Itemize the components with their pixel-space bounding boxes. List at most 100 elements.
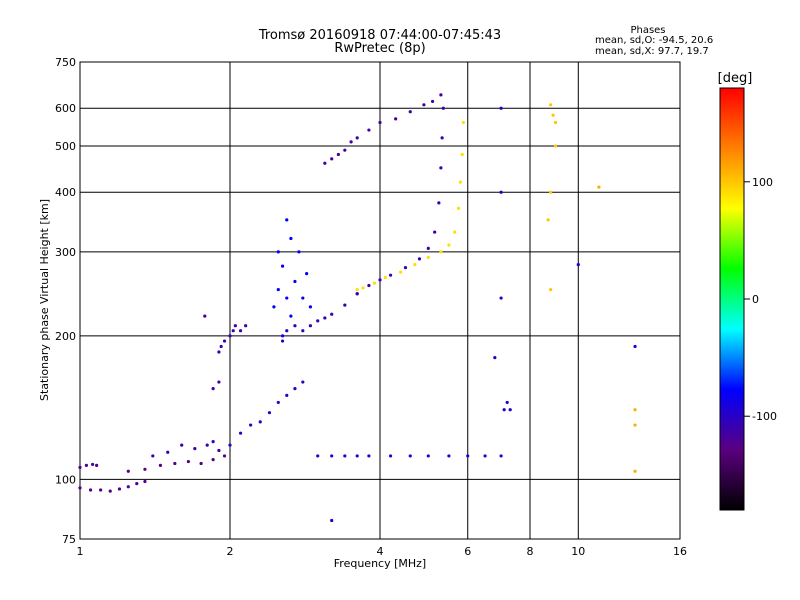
echo-point [417,257,422,261]
echo-point [297,250,301,254]
echo-point [193,447,197,451]
echo-point [186,459,190,464]
y-tick-label: 500 [55,140,76,153]
echo-point [280,339,285,343]
data-points [78,93,637,523]
echo-point [289,236,293,241]
echo-point [426,454,430,458]
echo-point [439,93,443,97]
echo-point [330,518,334,523]
echo-point [95,463,99,467]
echo-point [205,443,209,447]
echo-point [330,157,334,161]
echo-point [349,140,353,144]
echo-point [117,487,122,491]
echo-point [276,287,280,292]
phase-stats-x: mean, sd,X: 97.7, 19.7 [595,46,709,57]
echo-point [228,334,232,338]
echo-point [78,486,82,490]
y-tick-label: 300 [55,246,76,259]
echo-point [355,136,359,140]
echo-point [219,344,223,349]
echo-point [426,246,430,250]
x-tick-label: 16 [673,545,687,558]
echo-point [549,190,553,194]
echo-point [126,469,130,473]
echo-point [408,454,412,458]
echo-point [361,286,365,290]
chart-subtitle: RwPretec (8p) [334,41,425,56]
echo-point [408,110,412,114]
echo-point [258,420,262,424]
echo-point [505,400,509,405]
echo-point [231,329,235,333]
echo-point [84,463,88,467]
echo-point [211,458,215,462]
echo-point [301,380,305,384]
echo-point [199,461,203,466]
echo-point [355,292,359,296]
echo-point [466,454,470,458]
echo-point [439,250,443,254]
echo-point [508,408,512,412]
echo-point [108,489,112,493]
echo-point [388,273,393,277]
echo-point [437,201,441,205]
echo-point [367,454,371,458]
echo-point [493,356,497,360]
colorbar: [deg] 100 0 -100 [718,71,777,511]
echo-point [211,440,215,444]
echo-point [343,148,347,152]
echo-point [458,180,463,184]
echo-point [99,488,103,492]
echo-point [633,423,637,427]
echo-point [447,243,451,247]
echo-point [499,296,503,300]
echo-point [285,296,289,300]
echo-point [330,454,334,458]
echo-point [285,329,289,333]
echo-point [549,287,553,292]
echo-point [78,465,82,469]
echo-point [180,443,184,447]
echo-point [330,312,334,316]
echo-point [289,314,293,318]
echo-point [383,275,387,280]
echo-point [422,103,426,107]
phase-stats-o: mean, sd,O: -94.5, 20.6 [595,35,713,46]
echo-point [502,408,506,412]
plot-area: 1 2 4 6 8 10 16 75 100 200 300 400 500 600 750 [55,56,687,558]
echo-point [217,380,221,384]
echo-point [343,303,347,307]
echo-point [551,113,555,117]
echo-point [276,400,280,405]
echo-point [453,230,457,234]
echo-point [378,278,382,282]
echo-point [456,206,461,210]
echo-point [323,316,327,320]
echo-point [633,344,637,349]
echo-point [633,469,637,473]
colorbar-gradient [719,87,745,511]
echo-point [433,230,437,234]
echo-point [173,461,177,466]
y-axis-ticks: 75 100 200 300 400 500 600 750 [55,56,76,546]
echo-point [460,152,464,157]
echo-point [280,334,285,338]
echo-point [388,454,393,458]
echo-point [151,454,155,458]
echo-point [461,120,465,125]
x-tick-label: 6 [464,545,471,558]
echo-point [222,339,227,343]
y-tick-label: 600 [55,102,76,115]
y-tick-label: 400 [55,186,76,199]
echo-point [158,463,163,467]
echo-point [280,264,285,268]
echo-point [228,443,232,447]
y-axis-label: Stationary phase Virtual Height [km] [38,199,51,401]
echo-point [88,488,93,492]
echo-point [403,265,408,270]
echo-point [203,314,207,318]
echo-point [336,152,340,157]
colorbar-ticks: 100 0 -100 [744,176,777,423]
